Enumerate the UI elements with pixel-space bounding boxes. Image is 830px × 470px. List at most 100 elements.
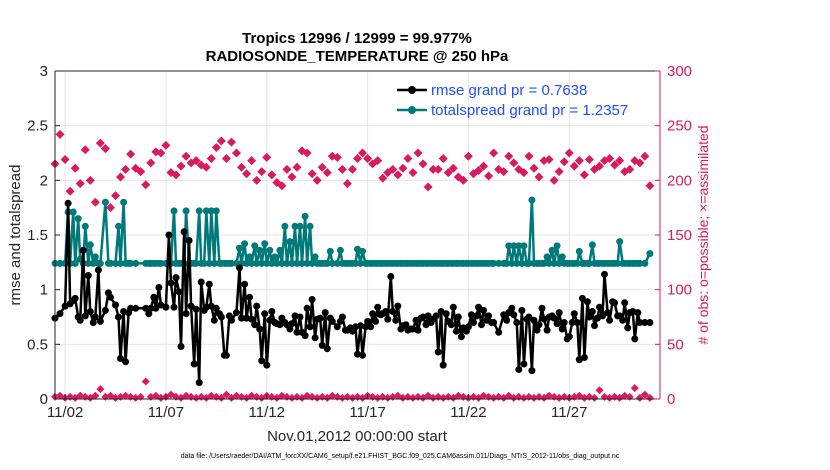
obs-possible-marker — [242, 169, 252, 179]
series-rmse-point — [338, 313, 346, 321]
series-rmse-point — [449, 303, 457, 311]
series-totalspread-point — [293, 259, 301, 267]
series-totalspread-point — [508, 259, 516, 267]
series-totalspread-point — [258, 259, 266, 267]
obs-possible-marker — [529, 163, 539, 173]
obs-possible-marker — [247, 156, 257, 166]
series-totalspread-point — [323, 259, 331, 267]
series-rmse-point — [253, 302, 261, 310]
y-tick-right-label: 50 — [667, 336, 684, 353]
series-totalspread-point — [281, 222, 289, 230]
series-rmse-point — [596, 303, 603, 311]
series-totalspread-point — [112, 259, 119, 267]
series-totalspread-point — [359, 247, 366, 255]
series-rmse-point — [402, 321, 410, 329]
series-totalspread-point — [543, 253, 551, 261]
series-rmse-point — [308, 296, 316, 303]
x-tick-label: 11/22 — [450, 404, 486, 421]
series-rmse-point — [631, 335, 639, 343]
x-axis-label: Nov.01,2012 00:00:00 start — [267, 428, 448, 445]
obs-possible-marker — [111, 191, 120, 201]
series-rmse-point — [464, 323, 472, 331]
series-rmse-point — [424, 312, 432, 320]
series-totalspread-point — [243, 259, 251, 267]
obs-assimilated-marker — [590, 393, 599, 402]
series-totalspread-point — [170, 207, 178, 215]
obs-possible-marker — [615, 156, 625, 166]
series-rmse-point — [145, 310, 153, 318]
series-rmse-point — [263, 361, 271, 369]
series-totalspread-point — [89, 259, 97, 267]
series-rmse-point — [251, 321, 259, 329]
obs-possible-marker — [489, 148, 499, 158]
y-tick-left-label: 3 — [40, 63, 48, 80]
obs-possible-marker — [479, 161, 489, 171]
series-rmse-point — [387, 273, 395, 280]
series-rmse-point — [311, 334, 319, 342]
obs-possible-marker — [408, 168, 418, 178]
chart-title-line1: Tropics 12996 / 12999 = 99.977% — [242, 30, 472, 47]
series-totalspread-point — [614, 259, 622, 267]
series-totalspread-point — [96, 259, 104, 267]
series-totalspread-point — [268, 259, 276, 267]
series-rmse-point — [432, 312, 440, 320]
series-rmse-point — [452, 327, 460, 335]
y-tick-right-label: 200 — [667, 172, 692, 189]
obs-possible-marker — [252, 175, 262, 185]
obs-possible-marker — [423, 182, 433, 192]
obs-possible-marker — [640, 151, 650, 161]
series-totalspread-point — [210, 259, 218, 267]
obs-possible-marker — [161, 140, 171, 150]
legend-totalspread-label: totalspread grand pr = 1.2357 — [431, 102, 628, 119]
series-totalspread-point — [291, 222, 299, 230]
obs-possible-marker — [584, 155, 594, 165]
series-rmse-point — [570, 310, 578, 318]
series-totalspread-point — [86, 241, 94, 249]
y-tick-left-label: 2 — [40, 172, 48, 189]
series-rmse-point — [316, 314, 324, 322]
obs-possible-marker — [564, 148, 574, 158]
series-totalspread-point — [528, 196, 536, 204]
obs-possible-marker — [221, 153, 231, 163]
obs-possible-marker — [136, 167, 146, 177]
obs-possible-marker — [312, 175, 322, 185]
series-rmse-point — [96, 317, 104, 325]
obs-possible-marker — [282, 164, 292, 174]
series-rmse-point — [580, 354, 588, 361]
series-rmse-point — [634, 309, 642, 317]
series-rmse-point — [205, 280, 213, 288]
series-totalspread-point — [520, 242, 528, 250]
series-rmse-point — [636, 319, 644, 326]
series-rmse-point — [369, 310, 377, 318]
series-rmse-point — [238, 314, 245, 322]
series-rmse-point — [503, 316, 511, 324]
series-rmse-point — [187, 302, 195, 310]
obs-possible-marker — [418, 159, 428, 169]
obs-possible-marker — [388, 164, 398, 174]
obs-assimilated-marker — [645, 393, 654, 402]
chart-title-line2: RADIOSONDE_TEMPERATURE @ 250 hPa — [206, 48, 509, 65]
series-totalspread-point — [74, 215, 82, 223]
obs-possible-marker — [226, 137, 236, 147]
series-totalspread-point — [271, 253, 279, 261]
obs-assimilated-marker — [635, 393, 644, 402]
y-ticks-left: 0 0.5 1 1.5 2 2.5 3 — [27, 63, 60, 408]
obs-possible-marker — [201, 162, 211, 172]
series-rmse-point — [611, 299, 619, 307]
obs-assimilated-marker — [640, 390, 649, 399]
series-rmse-point — [555, 309, 563, 317]
series-totalspread-point — [558, 253, 566, 261]
series-rmse-point — [79, 246, 87, 254]
obs-possible-marker — [211, 143, 221, 153]
series-totalspread-point — [490, 259, 498, 267]
series-rmse-point — [122, 358, 130, 366]
obs-possible-marker — [116, 172, 126, 182]
obs-possible-marker — [322, 168, 332, 178]
series-rmse-point — [228, 316, 235, 324]
obs-assimilated-marker — [96, 385, 105, 394]
series-totalspread-point — [132, 259, 140, 267]
series-totalspread-point — [515, 242, 523, 250]
obs-assimilated-marker — [222, 390, 231, 399]
series-rmse-point — [530, 316, 538, 324]
y-tick-left-label: 1.5 — [27, 227, 48, 244]
